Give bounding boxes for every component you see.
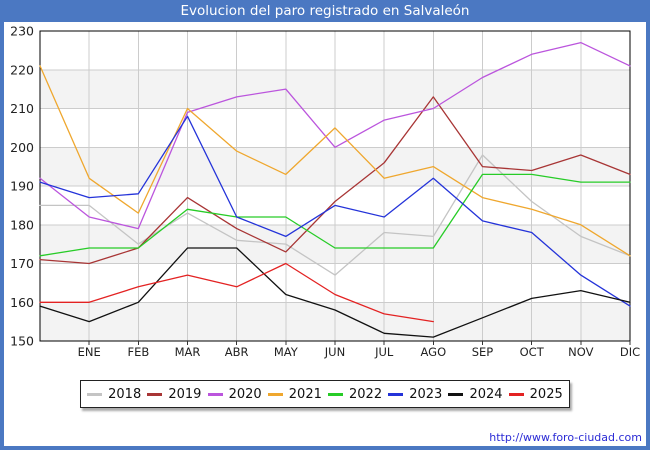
legend-swatch-2025	[508, 392, 524, 396]
chart-title: Evolucion del paro registrado en Salvale…	[0, 0, 650, 22]
legend-item-2021: 2021	[267, 386, 322, 402]
x-axis-label: NOV	[568, 345, 593, 359]
footer-link[interactable]: http://www.foro-ciudad.com	[489, 431, 642, 444]
legend-swatch-2023	[388, 392, 404, 396]
legend-label: 2023	[409, 386, 443, 402]
y-axis-label: 150	[10, 334, 34, 349]
frame-border-left	[0, 22, 4, 450]
series-line-2024	[39, 247, 631, 338]
legend-swatch-2019	[147, 392, 163, 396]
legend-label: 2021	[288, 386, 322, 402]
legend-item-2025: 2025	[508, 386, 563, 402]
y-axis-label: 190	[10, 179, 34, 194]
series-line-2025	[39, 262, 434, 323]
x-axis-label: OCT	[520, 345, 545, 359]
legend-label: 2025	[529, 386, 563, 402]
legend-swatch-2024	[448, 392, 464, 396]
x-axis-label: ENE	[78, 345, 101, 359]
x-axis-label: SEP	[472, 345, 494, 359]
y-axis-label: 170	[10, 256, 34, 271]
legend-item-2020: 2020	[207, 386, 262, 402]
legend-swatch-2022	[328, 392, 343, 396]
legend-label: 2024	[469, 386, 503, 402]
series-line-2023	[39, 115, 631, 307]
legend-label: 2020	[228, 386, 262, 402]
x-axis-label: MAY	[274, 345, 299, 359]
x-axis-label: FEB	[127, 345, 149, 359]
frame-border-right	[646, 22, 650, 450]
y-axis-label: 210	[10, 101, 34, 116]
series-line-2018	[39, 154, 631, 276]
legend-item-2022: 2022	[328, 387, 382, 402]
legend-item-2019: 2019	[147, 387, 201, 402]
x-axis-label: MAR	[175, 345, 201, 359]
y-axis-label: 160	[10, 295, 34, 310]
x-axis-label: ABR	[225, 345, 249, 359]
y-axis-label: 200	[10, 140, 34, 155]
legend-swatch-2018	[87, 392, 103, 396]
legend-label: 2019	[168, 386, 202, 402]
legend-label: 2022	[349, 386, 383, 402]
y-axis-label: 230	[10, 24, 34, 39]
legend: 2018 2019 2020 2021 2022 2023 2024 2025	[80, 380, 570, 408]
series-line-2020	[39, 41, 631, 230]
x-axis-label: JUL	[374, 345, 394, 359]
x-axis-label: AGO	[421, 345, 447, 359]
x-axis-label: DIC	[620, 345, 640, 359]
legend-swatch-2021	[267, 392, 283, 396]
frame-border-bottom	[0, 446, 650, 450]
x-axis-label: JUN	[324, 345, 345, 359]
legend-label: 2018	[108, 386, 142, 402]
legend-item-2024: 2024	[448, 386, 503, 402]
y-axis-label: 180	[10, 217, 34, 232]
legend-item-2018: 2018	[87, 387, 141, 402]
y-axis-label: 220	[10, 62, 34, 77]
legend-swatch-2020	[207, 392, 223, 396]
series-line-2022	[39, 173, 631, 257]
series-line-2021	[39, 65, 631, 257]
legend-item-2023: 2023	[388, 387, 442, 402]
